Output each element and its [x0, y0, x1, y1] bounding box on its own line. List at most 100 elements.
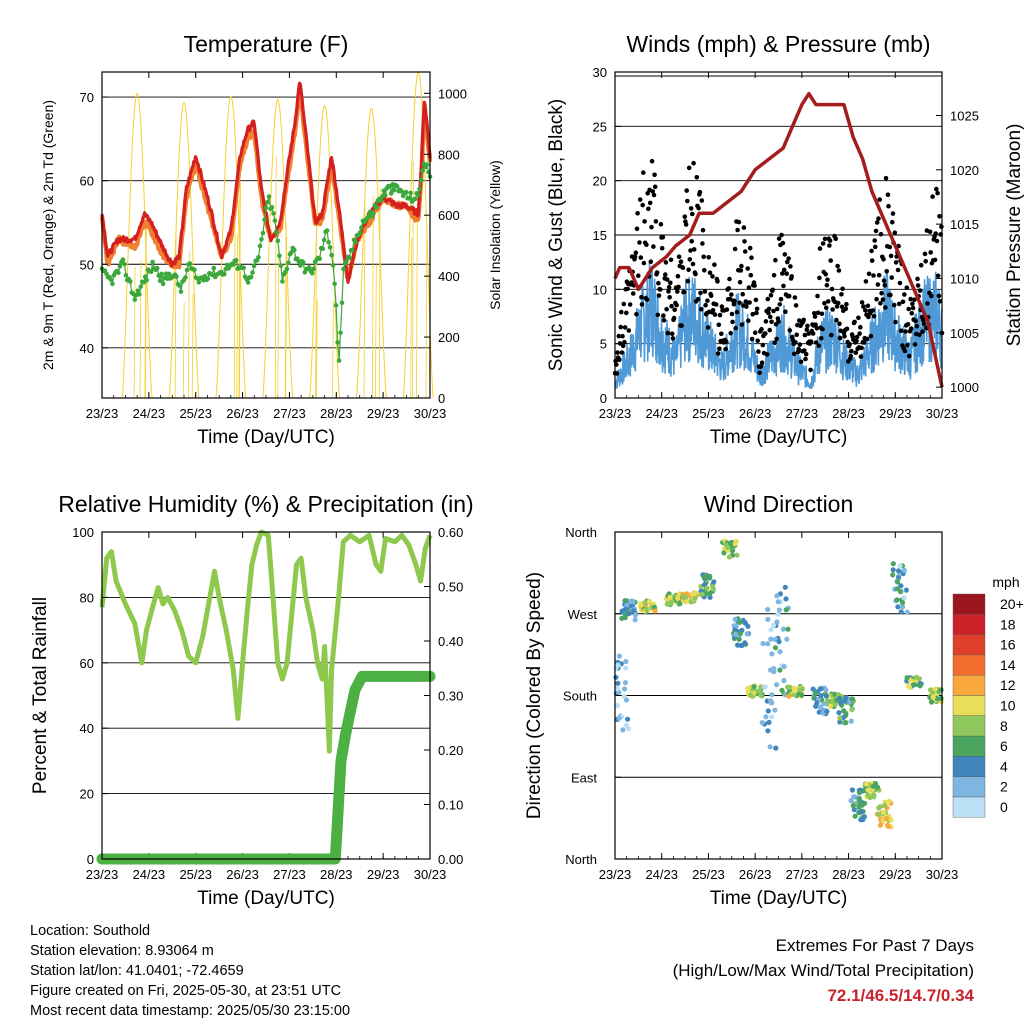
direction-point: [897, 563, 903, 569]
gust-point: [740, 291, 745, 297]
direction-point: [688, 599, 694, 605]
direction-point: [734, 552, 740, 558]
y-tick-label: 60: [80, 174, 94, 189]
gust-point: [680, 265, 686, 271]
gust-point: [649, 158, 655, 164]
gust-point: [693, 271, 698, 277]
gust-point: [812, 314, 818, 319]
gust-point: [717, 312, 723, 318]
gust-point: [781, 283, 786, 289]
gust-point: [842, 334, 847, 339]
direction-point: [667, 594, 673, 601]
direction-point: [620, 727, 626, 733]
gust-point: [779, 232, 784, 238]
solar-day-curve: [215, 95, 247, 399]
gust-point: [913, 318, 918, 324]
x-tick-label: 24/23: [133, 406, 166, 421]
gust-point: [664, 277, 670, 282]
gust-point: [652, 172, 657, 178]
gust-point: [618, 324, 623, 330]
gust-point: [834, 317, 839, 323]
gust-point: [656, 280, 661, 286]
legend-swatch: [952, 776, 986, 798]
gust-point: [705, 298, 710, 304]
gust-point: [675, 273, 681, 279]
legend-label: 6: [1000, 738, 1008, 754]
wind-direction-points: [613, 538, 944, 830]
y-axis-label: 2m & 9m T (Red, Orange) & 2m Td (Green): [40, 100, 56, 370]
gust-point: [863, 279, 869, 284]
gust-point: [712, 262, 717, 268]
gust-point: [650, 189, 655, 194]
gust-point: [691, 160, 696, 166]
gust-point: [824, 282, 830, 288]
gust-point: [659, 245, 665, 251]
gust-point: [620, 333, 625, 339]
x-tick-label: 27/23: [273, 406, 306, 421]
gust-point: [695, 296, 701, 302]
gust-point: [875, 282, 881, 287]
gust-point: [859, 300, 865, 305]
direction-point: [904, 675, 910, 681]
gust-point: [763, 331, 768, 336]
gust-point: [904, 285, 910, 291]
gust-point: [843, 306, 849, 312]
gust-point: [688, 206, 694, 211]
gust-point: [772, 340, 777, 346]
gust-point: [783, 309, 788, 315]
legend-label: 12: [1000, 677, 1016, 693]
gust-point: [903, 329, 908, 334]
y-tick-label: 0: [600, 391, 607, 406]
legend-swatch: [952, 796, 986, 818]
gust-point: [893, 319, 898, 325]
plot-border: [101, 531, 431, 860]
gust-point: [884, 269, 889, 274]
gust-point: [747, 245, 753, 251]
wind-trace: [614, 262, 943, 390]
gust-point: [886, 203, 891, 209]
gust-point: [887, 244, 893, 250]
x-tick-label: 27/23: [786, 406, 819, 421]
direction-point: [765, 728, 771, 734]
solar-spike: [274, 156, 277, 399]
gust-point: [878, 231, 884, 237]
legend-label: 20+: [1000, 596, 1024, 612]
x-tick-label: 25/23: [692, 406, 725, 421]
gust-point: [638, 255, 644, 260]
panel-3: 23/23 24/23 25/23 26/23 27/23 28/23 29/23 30/23…: [30, 491, 474, 909]
gust-point: [621, 301, 627, 307]
direction-point: [775, 599, 781, 605]
gust-point: [796, 346, 801, 352]
extremes-box: Extremes For Past 7 Days (High/Low/Max W…: [673, 933, 974, 1008]
gust-point: [766, 306, 772, 312]
solar-spike: [416, 206, 418, 399]
solar-spike: [412, 161, 414, 399]
x-axis-label: Time (Day/UTC): [197, 427, 335, 448]
direction-point: [625, 716, 631, 722]
solar-day-curve: [309, 104, 341, 399]
gust-point: [786, 256, 791, 261]
gust-point: [644, 242, 649, 247]
series-sonic-wind: [614, 262, 943, 390]
direction-point: [785, 684, 791, 690]
gust-point: [864, 336, 870, 342]
direction-point: [774, 619, 780, 625]
gust-point: [741, 225, 747, 230]
station-latlon: Station lat/lon: 41.0401; -72.4659: [30, 963, 244, 979]
direction-point: [930, 694, 936, 700]
gust-point: [619, 309, 624, 315]
direction-point: [748, 692, 754, 698]
gust-point: [733, 325, 738, 331]
direction-point: [858, 817, 864, 823]
gust-point: [654, 270, 660, 275]
extremes-subtitle: (High/Low/Max Wind/Total Precipitation): [672, 961, 974, 980]
x-tick-label: 26/23: [739, 867, 772, 882]
solar-spike: [133, 266, 136, 399]
station-info: Location: Southold Station elevation: 8.…: [30, 921, 350, 1021]
x-tick-label: 27/23: [786, 867, 819, 882]
solar-day-curve: [262, 98, 294, 399]
gust-point: [732, 246, 738, 252]
y-right-tick-label: 1025: [950, 108, 979, 123]
gust-point: [726, 286, 732, 291]
gust-point: [774, 336, 779, 342]
